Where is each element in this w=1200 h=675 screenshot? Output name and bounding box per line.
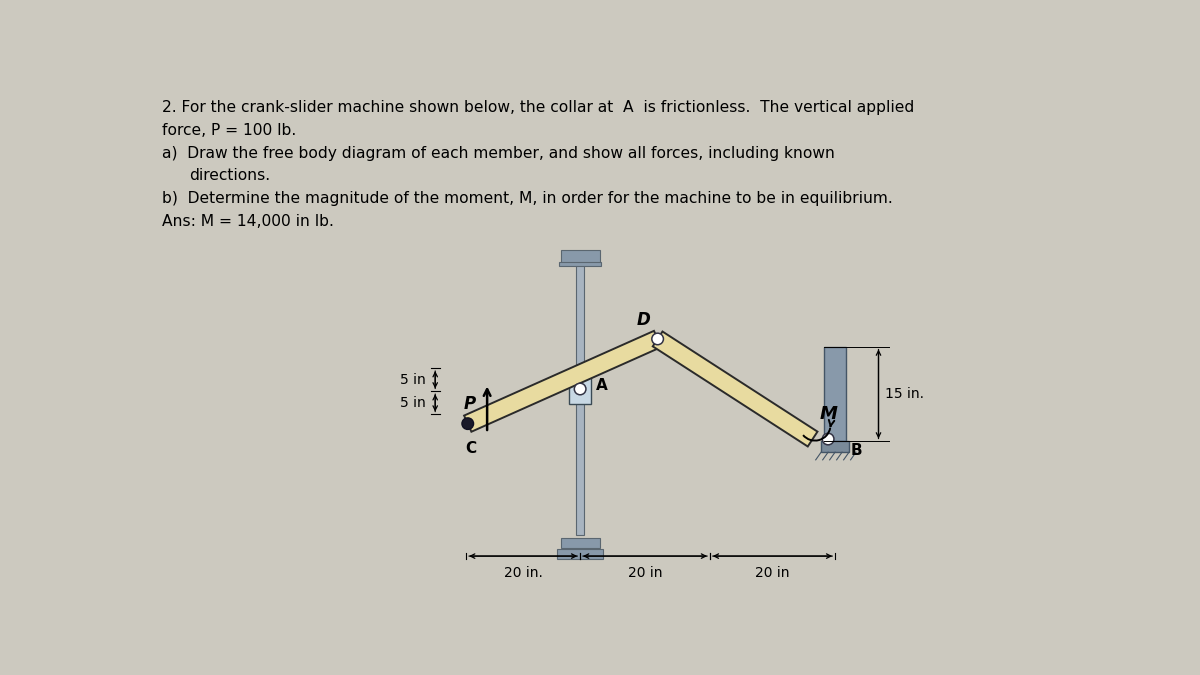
Text: b)  Determine the magnitude of the moment, M, in order for the machine to be in : b) Determine the magnitude of the moment… <box>162 191 893 206</box>
Text: C: C <box>466 441 476 456</box>
Text: 2. For the crank-slider machine shown below, the collar at  A  is frictionless. : 2. For the crank-slider machine shown be… <box>162 101 914 115</box>
Text: 20 in.: 20 in. <box>504 566 542 580</box>
Circle shape <box>822 433 834 445</box>
Bar <box>821 441 850 452</box>
Bar <box>560 250 600 263</box>
Circle shape <box>652 333 664 345</box>
Text: force, P = 100 lb.: force, P = 100 lb. <box>162 123 296 138</box>
Text: 5 in: 5 in <box>400 396 426 410</box>
Text: P: P <box>464 396 476 413</box>
Bar <box>576 263 584 535</box>
Bar <box>559 262 601 266</box>
Text: Ans: M = 14,000 in lb.: Ans: M = 14,000 in lb. <box>162 214 334 229</box>
Text: A: A <box>595 377 607 393</box>
Bar <box>560 537 600 548</box>
Text: directions.: directions. <box>188 168 270 184</box>
Text: 5 in: 5 in <box>400 373 426 387</box>
Polygon shape <box>653 331 817 446</box>
Text: 15 in.: 15 in. <box>884 387 924 401</box>
Text: M: M <box>820 406 838 423</box>
Bar <box>557 549 604 559</box>
Circle shape <box>575 383 586 395</box>
Polygon shape <box>464 331 661 432</box>
Text: D: D <box>637 311 650 329</box>
Text: 20 in: 20 in <box>755 566 790 580</box>
Bar <box>569 375 590 404</box>
Bar <box>824 347 846 441</box>
Text: a)  Draw the free body diagram of each member, and show all forces, including kn: a) Draw the free body diagram of each me… <box>162 146 834 161</box>
Text: 20 in: 20 in <box>628 566 662 580</box>
Text: B: B <box>851 443 863 458</box>
Circle shape <box>462 418 474 429</box>
